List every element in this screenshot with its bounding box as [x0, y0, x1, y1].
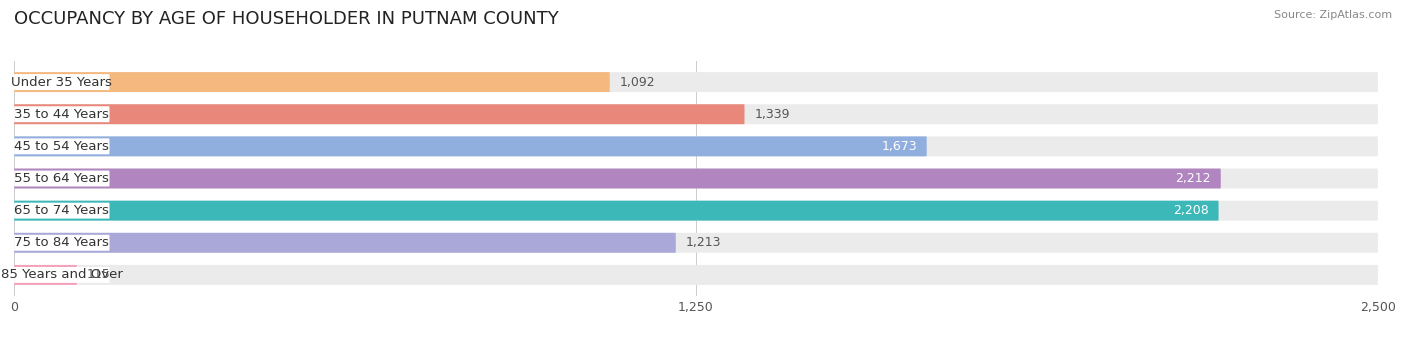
FancyBboxPatch shape	[14, 104, 745, 124]
FancyBboxPatch shape	[14, 74, 110, 90]
Text: 75 to 84 Years: 75 to 84 Years	[14, 236, 110, 249]
Text: 1,092: 1,092	[620, 75, 655, 89]
FancyBboxPatch shape	[14, 233, 1378, 253]
FancyBboxPatch shape	[14, 136, 927, 156]
FancyBboxPatch shape	[14, 265, 1378, 285]
FancyBboxPatch shape	[14, 201, 1378, 221]
FancyBboxPatch shape	[14, 201, 1219, 221]
Text: 65 to 74 Years: 65 to 74 Years	[14, 204, 110, 217]
FancyBboxPatch shape	[14, 72, 610, 92]
FancyBboxPatch shape	[14, 171, 110, 186]
FancyBboxPatch shape	[14, 138, 110, 154]
Text: 115: 115	[87, 268, 110, 282]
Text: 35 to 44 Years: 35 to 44 Years	[14, 108, 110, 121]
FancyBboxPatch shape	[14, 203, 110, 219]
FancyBboxPatch shape	[14, 104, 1378, 124]
Text: 45 to 54 Years: 45 to 54 Years	[14, 140, 110, 153]
Text: 85 Years and Over: 85 Years and Over	[1, 268, 122, 282]
FancyBboxPatch shape	[14, 265, 77, 285]
Text: 2,208: 2,208	[1173, 204, 1209, 217]
FancyBboxPatch shape	[14, 72, 1378, 92]
FancyBboxPatch shape	[14, 169, 1378, 188]
FancyBboxPatch shape	[14, 267, 110, 283]
FancyBboxPatch shape	[14, 106, 110, 122]
Text: 55 to 64 Years: 55 to 64 Years	[14, 172, 110, 185]
FancyBboxPatch shape	[14, 136, 1378, 156]
FancyBboxPatch shape	[14, 235, 110, 251]
Text: 2,212: 2,212	[1175, 172, 1211, 185]
Text: 1,339: 1,339	[755, 108, 790, 121]
Text: Source: ZipAtlas.com: Source: ZipAtlas.com	[1274, 10, 1392, 20]
FancyBboxPatch shape	[14, 233, 676, 253]
Text: OCCUPANCY BY AGE OF HOUSEHOLDER IN PUTNAM COUNTY: OCCUPANCY BY AGE OF HOUSEHOLDER IN PUTNA…	[14, 10, 558, 28]
Text: 1,673: 1,673	[882, 140, 917, 153]
Text: 1,213: 1,213	[686, 236, 721, 249]
FancyBboxPatch shape	[14, 169, 1220, 188]
Text: Under 35 Years: Under 35 Years	[11, 75, 112, 89]
